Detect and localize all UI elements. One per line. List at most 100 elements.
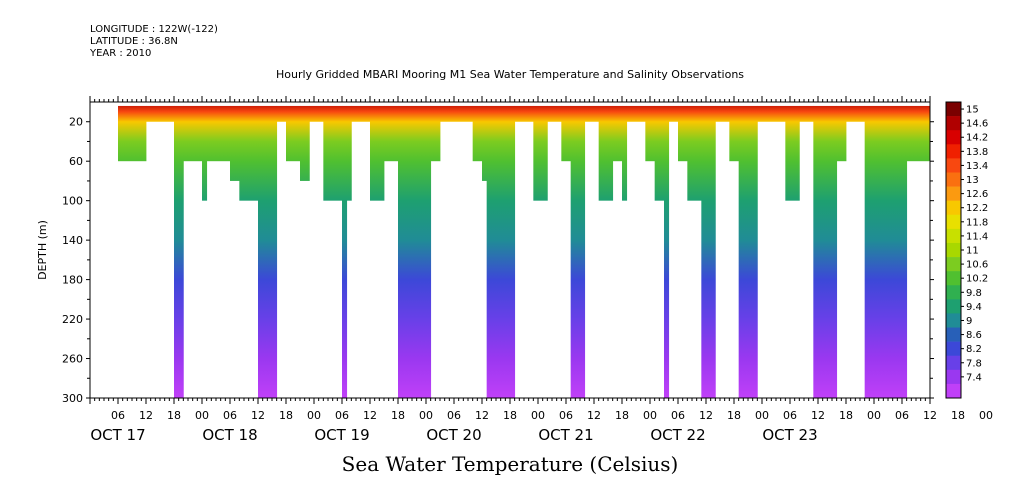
temperature-column — [286, 105, 301, 162]
x-hour-label: 06 — [895, 409, 909, 422]
x-hour-label: 18 — [391, 409, 405, 422]
colorbar-swatch — [946, 327, 961, 342]
colorbar-swatch — [946, 200, 961, 216]
x-hour-label: 00 — [307, 409, 321, 422]
temperature-column — [864, 105, 908, 398]
colorbar-swatch — [946, 144, 961, 159]
colorbar-label: 12.2 — [966, 203, 988, 214]
temperature-column — [300, 105, 310, 181]
x-day-label: OCT 20 — [426, 426, 481, 444]
temperature-column — [183, 105, 203, 162]
colorbar-label: 11.8 — [966, 217, 988, 228]
mooring-metadata: LONGITUDE : 122W(-122) LATITUDE : 36.8N … — [90, 24, 218, 60]
temperature-column — [430, 105, 441, 162]
x-hour-label: 18 — [727, 409, 741, 422]
temperature-column — [230, 105, 240, 181]
temperature-column — [799, 105, 814, 122]
colorbar-label: 8.6 — [966, 330, 982, 341]
x-hour-label: 18 — [839, 409, 853, 422]
colorbar-label: 7.8 — [966, 358, 982, 369]
temperature-column — [206, 105, 231, 162]
longitude-label: LONGITUDE : 122W(-122) — [90, 24, 218, 35]
x-hour-label: 12 — [587, 409, 601, 422]
y-tick-label: 300 — [62, 392, 83, 405]
x-day-label: OCT 21 — [538, 426, 593, 444]
temperature-column — [622, 105, 628, 201]
x-hour-label: 06 — [223, 409, 237, 422]
temperature-column — [547, 105, 562, 122]
latitude-label: LATITUDE : 36.8N — [90, 36, 178, 47]
colorbar-label: 11 — [966, 246, 979, 257]
x-hour-label: 00 — [979, 409, 993, 422]
temperature-column — [906, 105, 931, 162]
x-hour-label: 18 — [951, 409, 965, 422]
temperature-column — [757, 105, 786, 122]
temperature-column — [738, 105, 758, 398]
colorbar-swatch — [946, 242, 961, 258]
y-tick-label: 140 — [62, 234, 83, 247]
temperature-column — [370, 105, 385, 201]
x-day-label: OCT 17 — [90, 426, 145, 444]
x-hour-label: 06 — [335, 409, 349, 422]
axis-layer: 20 60 100 140 180 220 260 300 06 12 18 00 06 12 18 00 06… — [62, 96, 993, 444]
temperature-column — [118, 105, 147, 162]
temperature-column — [626, 105, 646, 122]
x-hour-label: 00 — [419, 409, 433, 422]
x-hour-label: 06 — [111, 409, 125, 422]
x-hour-label: 06 — [447, 409, 461, 422]
colorbar-label: 13 — [966, 175, 979, 186]
colorbar-label: 12.6 — [966, 189, 988, 200]
x-hour-label: 00 — [195, 409, 209, 422]
temperature-column — [715, 105, 730, 122]
temperature-column — [561, 105, 572, 162]
temperature-column — [346, 105, 352, 201]
colorbar-swatch — [946, 313, 961, 328]
colorbar-swatch — [946, 186, 961, 201]
colorbar-swatch — [946, 228, 961, 244]
temperature-column — [309, 105, 324, 122]
colorbar-label: 13.4 — [966, 161, 988, 172]
temperature-column — [668, 105, 679, 122]
colorbar-swatch — [946, 172, 961, 187]
x-day-label: OCT 22 — [650, 426, 705, 444]
y-tick-label: 100 — [62, 195, 83, 208]
colorbar-swatch — [946, 341, 961, 357]
colorbar-swatch — [946, 369, 961, 385]
x-day-label: OCT 23 — [762, 426, 817, 444]
temperature-column — [687, 105, 702, 201]
temperature-column — [645, 105, 656, 162]
x-hour-label: 12 — [139, 409, 153, 422]
colorbar-swatch — [946, 158, 961, 173]
temperature-column — [729, 105, 740, 162]
x-hour-label: 00 — [755, 409, 769, 422]
temperature-column — [398, 105, 432, 398]
colorbar-label: 7.4 — [966, 372, 982, 383]
colorbar-swatch — [946, 383, 961, 399]
colorbar-swatch — [946, 214, 961, 230]
colorbar-swatch — [946, 257, 961, 272]
y-tick-label: 260 — [62, 353, 83, 366]
colorbar-swatch — [946, 130, 961, 145]
temperature-column — [472, 105, 483, 162]
temperature-column — [664, 105, 670, 398]
colorbar-swatch — [946, 285, 961, 300]
y-tick-label: 180 — [62, 274, 83, 287]
temperature-column — [701, 105, 716, 398]
temperature-column — [276, 105, 287, 122]
colorbar-label: 14.2 — [966, 133, 988, 144]
temperature-column — [678, 105, 688, 162]
colorbar-label: 9 — [966, 316, 972, 327]
x-hour-label: 00 — [867, 409, 881, 422]
x-hour-label: 12 — [475, 409, 489, 422]
colorbar: 15 14.6 14.2 13.8 13.4 13 12.6 12.2 11.8 11.4 11 10… — [945, 101, 988, 399]
y-tick-label: 60 — [69, 155, 83, 168]
x-hour-label: 18 — [615, 409, 629, 422]
temperature-column — [514, 105, 534, 122]
y-tick-label: 220 — [62, 313, 83, 326]
colorbar-label: 14.6 — [966, 119, 988, 130]
colorbar-label: 9.4 — [966, 302, 982, 313]
x-hour-label: 12 — [363, 409, 377, 422]
colorbar-swatch — [946, 102, 961, 117]
temperature-column — [533, 105, 548, 201]
x-hour-label: 12 — [699, 409, 713, 422]
